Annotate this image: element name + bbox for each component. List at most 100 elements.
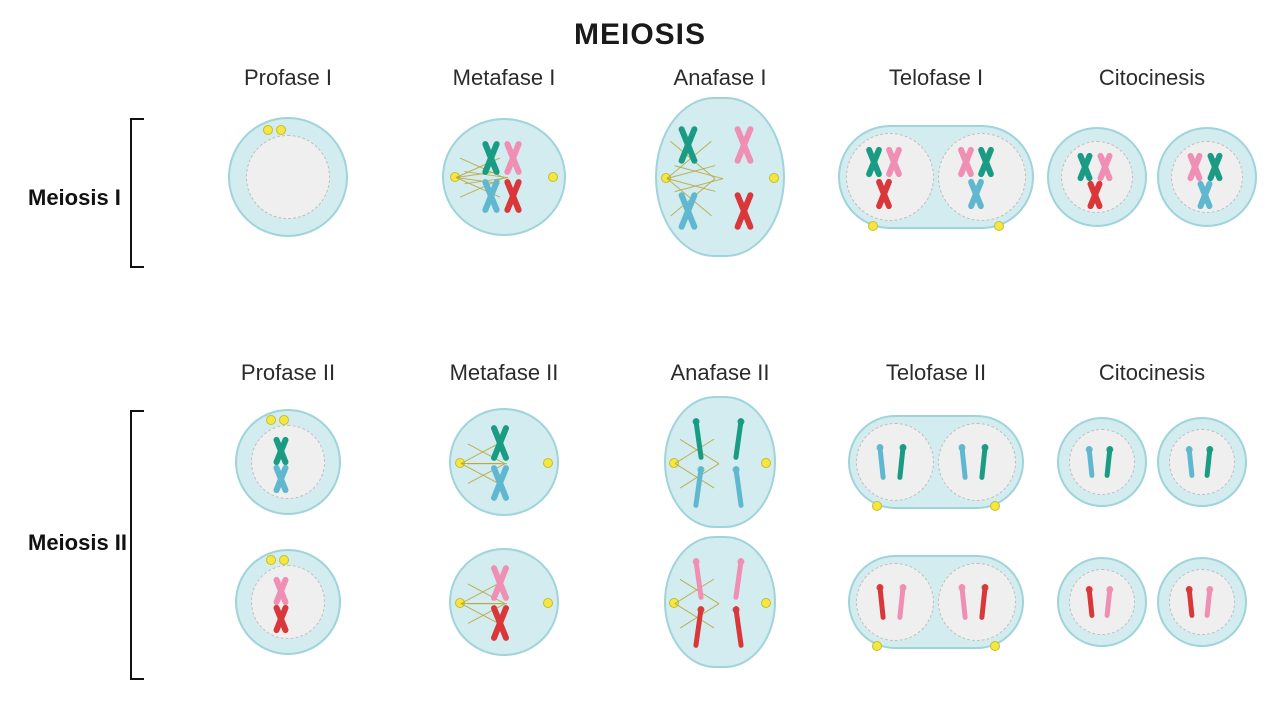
chromosome-red bbox=[278, 604, 284, 634]
chromosome-teal bbox=[488, 178, 494, 214]
chromatid-teal bbox=[693, 466, 704, 508]
phase-labels-1: Profase I Metafase I Anafase I Telofase … bbox=[180, 65, 1260, 91]
label-telofase-1: Telofase I bbox=[828, 65, 1044, 91]
chromatid-red bbox=[733, 606, 744, 648]
chromatid-red bbox=[1087, 586, 1095, 618]
chromatid-red bbox=[1187, 586, 1195, 618]
chromatid-green bbox=[1105, 446, 1113, 478]
cells-citocinesis-2b bbox=[1057, 557, 1247, 647]
daughter-cell-1a bbox=[1047, 127, 1147, 227]
nucleus: [data-name="cell-profase-1"] .chrom.x::b… bbox=[246, 135, 330, 219]
centriole-right bbox=[548, 172, 558, 182]
chromosome-green bbox=[269, 150, 275, 184]
cell-anafase-1 bbox=[655, 97, 785, 257]
chromatid-pink bbox=[733, 558, 744, 600]
chromatid-green bbox=[979, 444, 988, 480]
chromosome-green bbox=[871, 146, 877, 178]
chromosome-pink bbox=[1192, 152, 1198, 182]
label-profase-1: Profase I bbox=[180, 65, 396, 91]
label-telofase-2: Telofase II bbox=[828, 360, 1044, 386]
chromosome-green bbox=[278, 436, 284, 466]
chromatid-pink bbox=[693, 558, 704, 600]
phase-cells-1: [data-name="cell-profase-1"] .chrom.x::b… bbox=[180, 97, 1260, 257]
cell-telofase-2a bbox=[848, 415, 1024, 509]
chromosome-pink bbox=[497, 564, 503, 602]
chromosome-red bbox=[881, 178, 887, 210]
label-citocinesis-1: Citocinesis bbox=[1044, 65, 1260, 91]
label-anafase-2: Anafase II bbox=[612, 360, 828, 386]
row-label-meiosis-2: Meiosis II bbox=[28, 530, 127, 556]
centriole-right bbox=[769, 173, 779, 183]
cell-profase-2a bbox=[235, 409, 341, 515]
chromosome-pink bbox=[963, 146, 969, 178]
chromosome-pink bbox=[741, 125, 747, 165]
chromosome-red bbox=[510, 178, 516, 214]
cells-citocinesis-1 bbox=[1047, 127, 1257, 227]
chromosome-green bbox=[497, 424, 503, 462]
telophase-half-right bbox=[938, 133, 1026, 221]
cells-citocinesis-2a bbox=[1057, 417, 1247, 507]
chromosome-red bbox=[497, 604, 503, 642]
chromatid-pink bbox=[1205, 586, 1213, 618]
chromatid-pink bbox=[1105, 586, 1113, 618]
chromatid-green bbox=[897, 444, 906, 480]
phase-labels-2: Profase II Metafase II Anafase II Telofa… bbox=[180, 360, 1260, 386]
chromosome-red bbox=[291, 180, 297, 214]
cell-metafase-2b bbox=[449, 548, 559, 656]
chromosome-green bbox=[1212, 152, 1218, 182]
daughter-cell-1b bbox=[1157, 127, 1257, 227]
chromosome-pink bbox=[891, 146, 897, 178]
chromatid-pink bbox=[959, 584, 968, 620]
chromosome-teal bbox=[973, 178, 979, 210]
chromatid-teal bbox=[877, 444, 886, 480]
cell-telofase-2b bbox=[848, 555, 1024, 649]
cell-metafase-2a bbox=[449, 408, 559, 516]
chromatid-teal bbox=[959, 444, 968, 480]
chromatid-teal bbox=[1187, 446, 1195, 478]
cell-metafase-1 bbox=[442, 118, 566, 236]
meiosis-1-grid: Profase I Metafase I Anafase I Telofase … bbox=[180, 65, 1260, 257]
label-anafase-1: Anafase I bbox=[612, 65, 828, 91]
chromosome-green bbox=[685, 125, 691, 165]
chromosome-pink bbox=[291, 150, 297, 184]
label-profase-2: Profase II bbox=[180, 360, 396, 386]
page-title: MEIOSIS bbox=[0, 0, 1280, 52]
chromosome-teal bbox=[497, 464, 503, 502]
chromosome-teal bbox=[1202, 180, 1208, 210]
chromosome-green bbox=[488, 140, 494, 176]
chromatid-teal bbox=[1087, 446, 1095, 478]
chromosome-green bbox=[983, 146, 989, 178]
meiosis-2-grid: Profase II Metafase II Anafase II Telofa… bbox=[180, 360, 1260, 672]
label-citocinesis-2: Citocinesis bbox=[1044, 360, 1260, 386]
cell-anafase-2b bbox=[664, 536, 776, 668]
chromatid-pink bbox=[897, 584, 906, 620]
cell-anafase-2a bbox=[664, 396, 776, 528]
chromatid-red bbox=[877, 584, 886, 620]
label-metafase-1: Metafase I bbox=[396, 65, 612, 91]
chromosome-teal bbox=[278, 464, 284, 494]
cell-profase-1: [data-name="cell-profase-1"] .chrom.x::b… bbox=[228, 117, 348, 237]
chromosome-pink bbox=[278, 576, 284, 606]
chromosome-pink bbox=[510, 140, 516, 176]
cell-profase-2b bbox=[235, 549, 341, 655]
chromatid-green bbox=[733, 418, 744, 460]
chromosome-red bbox=[741, 191, 747, 231]
phase-cells-2b bbox=[180, 532, 1260, 672]
bracket-meiosis-1 bbox=[130, 118, 144, 268]
row-label-meiosis-1: Meiosis I bbox=[28, 185, 121, 211]
chromatid-green bbox=[1205, 446, 1213, 478]
chromosome-red bbox=[1092, 180, 1098, 210]
chromosome-teal bbox=[685, 191, 691, 231]
bracket-meiosis-2 bbox=[130, 410, 144, 680]
chromosome-green bbox=[1082, 152, 1088, 182]
label-metafase-2: Metafase II bbox=[396, 360, 612, 386]
chromosome-pink bbox=[1102, 152, 1108, 182]
chromatid-teal bbox=[733, 466, 744, 508]
phase-cells-2a bbox=[180, 392, 1260, 532]
chromatid-red bbox=[693, 606, 704, 648]
telophase-half-left bbox=[846, 133, 934, 221]
chromosome-teal bbox=[269, 180, 275, 214]
chromatid-red bbox=[979, 584, 988, 620]
chromatid-green bbox=[693, 418, 704, 460]
cell-telofase-1 bbox=[838, 125, 1034, 229]
